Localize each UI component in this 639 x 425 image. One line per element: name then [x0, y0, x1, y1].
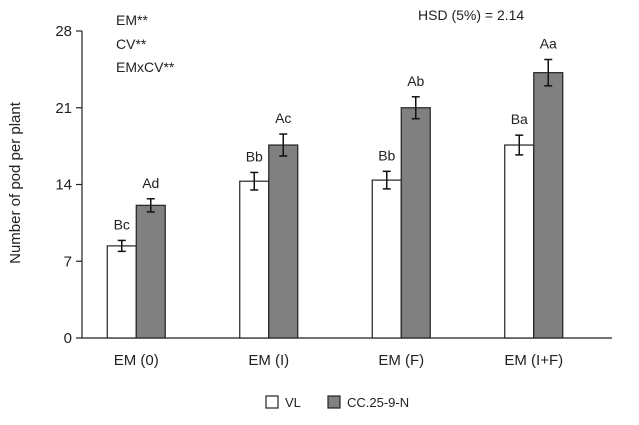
data-label: Ad	[142, 175, 159, 191]
data-label: Ab	[407, 73, 424, 89]
x-tick-label: EM (F)	[378, 352, 424, 369]
y-ticks: 0 7 14 21 28	[55, 23, 82, 347]
x-tick-label: EM (I+F)	[504, 352, 563, 369]
bar	[533, 72, 564, 339]
bar	[371, 179, 402, 339]
category-labels: EM (0) EM (I) EM (F) EM (I+F)	[114, 352, 563, 369]
legend-swatch	[327, 395, 341, 409]
significance-emxcv: EMxCV**	[116, 59, 175, 75]
legend: VL CC.25-9-N	[265, 395, 409, 410]
y-tick-label: 0	[64, 330, 72, 347]
data-label: Bc	[114, 216, 130, 232]
bar	[135, 204, 166, 339]
data-label: Bb	[246, 148, 263, 164]
y-tick-label: 28	[55, 23, 72, 40]
annotations: EM** CV** EMxCV** HSD (5%) = 2.14	[116, 7, 524, 75]
significance-cv: CV**	[116, 36, 147, 52]
data-label: Bb	[378, 147, 395, 163]
bar	[106, 245, 137, 339]
bar	[239, 180, 270, 339]
legend-swatch	[265, 395, 279, 409]
legend-label: CC.25-9-N	[347, 395, 409, 410]
bar	[400, 107, 431, 339]
bar	[268, 144, 299, 339]
y-tick-label: 7	[64, 253, 72, 270]
y-tick-label: 14	[55, 177, 72, 194]
x-tick-label: EM (I)	[248, 352, 289, 369]
bar	[504, 144, 535, 339]
x-tick-label: EM (0)	[114, 352, 159, 369]
data-label: Ac	[275, 110, 291, 126]
legend-label: VL	[285, 395, 301, 410]
y-axis-label: Number of pod per plant	[7, 101, 24, 264]
hsd-annotation: HSD (5%) = 2.14	[418, 7, 524, 23]
significance-em: EM**	[116, 12, 148, 28]
y-tick-label: 21	[55, 100, 72, 117]
bars: Bc Ad Bb Ac Bb Ab Ba Aa	[106, 36, 564, 339]
data-label: Ba	[511, 111, 528, 127]
data-label: Aa	[540, 36, 557, 52]
